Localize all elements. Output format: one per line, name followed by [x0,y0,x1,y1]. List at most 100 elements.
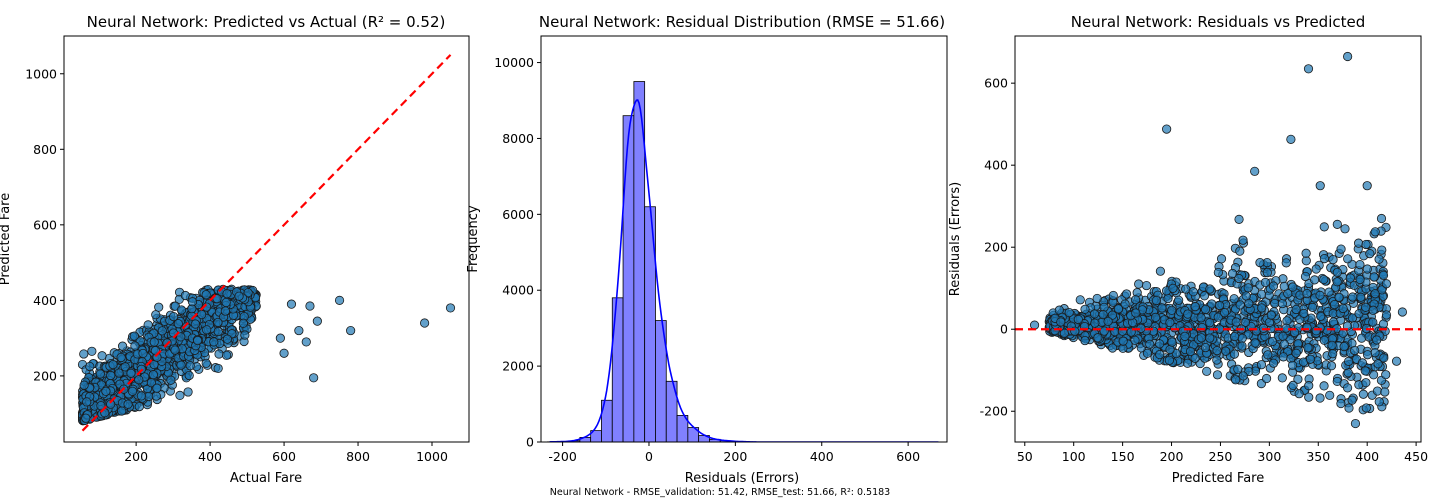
data-point [1260,277,1271,288]
data-point [1244,298,1254,309]
data-point [1233,364,1243,374]
data-point [1108,290,1118,301]
data-point [1294,389,1304,399]
data-point [234,291,244,301]
y-tick-label: 6000 [502,207,534,222]
data-point [1283,289,1293,299]
data-point [123,399,133,409]
data-point [1080,335,1090,346]
data-point [1231,317,1241,327]
data-point [185,361,195,371]
data-point [1268,281,1279,291]
tick-layer: 50 100 150 200 250 300 350 400 450 -200 0 200 400 600 [980,76,1428,464]
data-point [309,373,319,383]
data-point [1328,349,1338,359]
plot-frame [63,35,470,443]
data-point [106,370,116,381]
data-point [1319,381,1329,391]
data-point [1325,390,1335,400]
bars-layer [547,81,939,442]
data-point [1029,320,1040,330]
data-point [1310,275,1320,285]
data-point [190,319,200,329]
x-tick-label: 350 [1306,449,1330,464]
data-point [1227,268,1238,279]
data-point [1075,295,1085,305]
data-point [134,375,144,385]
data-point [1380,387,1390,397]
data-point [1162,124,1172,134]
data-point [221,297,231,308]
data-point [202,325,212,335]
data-point [1131,308,1141,318]
data-point [1300,271,1311,282]
data-point [1303,64,1314,74]
data-point [134,401,144,412]
data-point [1378,270,1389,280]
data-point [1302,289,1312,299]
data-point [1056,317,1066,327]
data-point [1378,319,1389,329]
data-point [1291,304,1301,315]
data-point [1344,356,1354,366]
data-point [222,289,232,299]
data-point [1183,309,1193,319]
data-point [1336,244,1346,254]
data-point [238,318,248,328]
data-point [240,330,250,340]
x-tick-label: 800 [346,449,370,464]
data-point [1230,331,1240,342]
data-point [1263,350,1273,360]
data-point [1238,371,1248,381]
data-point [1145,339,1155,349]
data-point [1157,303,1167,313]
data-point [1356,292,1366,302]
data-point [149,337,159,347]
data-point [1181,284,1191,294]
y-tick-label: 8000 [502,131,534,146]
data-point [1073,314,1083,325]
data-point [1142,348,1153,358]
data-point [187,297,198,307]
data-point [193,335,203,346]
data-point [1350,345,1360,356]
data-point [1235,246,1245,256]
data-point [1304,381,1314,391]
data-point [1316,311,1326,321]
scatter-residuals-vs-predicted: Neural Network: Residuals vs Predicted 5… [948,13,1428,486]
data-point [166,375,176,385]
data-point [1381,370,1391,380]
data-point [1311,264,1321,274]
data-point [1365,249,1375,259]
data-point [301,337,311,347]
data-point [213,363,223,374]
data-point [173,319,183,329]
data-point [1362,264,1372,274]
data-point [1311,326,1321,336]
data-point [1262,268,1272,278]
data-point [1212,346,1222,356]
data-point [1319,274,1329,285]
data-point [176,360,186,370]
data-point [1376,213,1387,224]
data-point [1315,181,1325,191]
data-point [1305,354,1316,364]
data-point [79,380,89,390]
y-axis-label: Frequency [466,205,481,272]
data-point [1278,352,1288,362]
data-point [1355,274,1365,284]
data-point [222,334,232,344]
data-point [1360,366,1370,376]
y-tick-label: 4000 [502,283,534,298]
data-point [1288,282,1298,292]
data-point [1199,291,1210,301]
data-point [1130,295,1141,305]
data-point [1190,353,1200,363]
data-point [1064,307,1074,318]
data-point [222,350,232,360]
data-point [445,303,456,313]
data-point [1205,284,1215,294]
data-point [1315,393,1325,403]
data-point [1373,359,1383,369]
